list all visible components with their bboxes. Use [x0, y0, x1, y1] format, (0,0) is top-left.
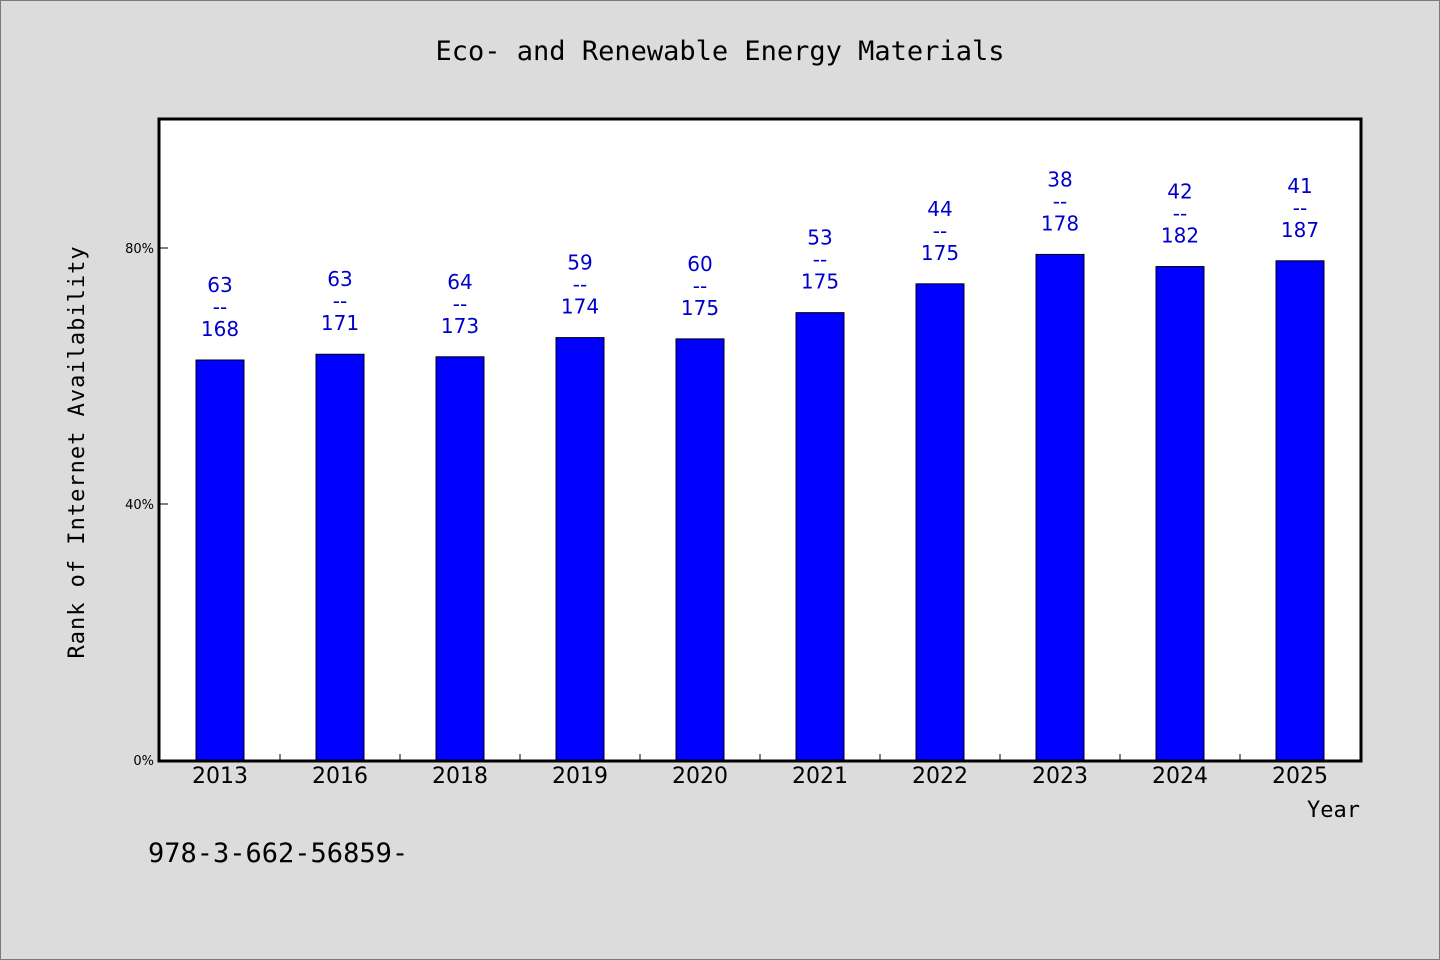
chart-title: Eco- and Renewable Energy Materials [436, 36, 1005, 67]
data-label-top-2023: 38 [1047, 167, 1072, 191]
x-tick-label-2022: 2022 [912, 764, 968, 789]
data-label-top-2016: 63 [327, 267, 352, 291]
data-label-separator-2023: -- [1053, 189, 1067, 213]
data-label-separator-2016: -- [333, 289, 347, 313]
x-tick-label-2016: 2016 [312, 764, 368, 789]
data-label-separator-2018: -- [453, 292, 467, 316]
data-labels-group: 63--16863--17164--17359--17460--17553--1… [201, 167, 1319, 341]
data-label-separator-2019: -- [573, 273, 587, 297]
y-axis-label: Rank of Internet Availability [65, 245, 90, 658]
bar-2018 [435, 356, 485, 761]
data-label-bottom-2016: 171 [321, 311, 359, 335]
data-label-bottom-2025: 187 [1281, 218, 1319, 242]
data-label-separator-2021: -- [813, 248, 827, 272]
data-label-top-2018: 64 [447, 270, 472, 294]
bar-2020 [675, 338, 725, 761]
data-label-top-2013: 63 [207, 273, 232, 297]
bars-group [195, 253, 1325, 761]
data-label-bottom-2023: 178 [1041, 211, 1079, 235]
data-label-separator-2024: -- [1173, 202, 1187, 226]
y-tick-label-80: 80% [125, 242, 154, 257]
data-label-top-2025: 41 [1287, 174, 1312, 198]
bar-2024 [1155, 266, 1205, 761]
bar-2025 [1275, 260, 1325, 761]
x-tick-label-2020: 2020 [672, 764, 728, 789]
data-label-bottom-2013: 168 [201, 317, 239, 341]
bar-2019 [555, 337, 605, 761]
x-tick-label-2013: 2013 [192, 764, 248, 789]
data-label-top-2022: 44 [927, 197, 952, 221]
data-label-top-2019: 59 [567, 251, 592, 275]
x-tick-label-2021: 2021 [792, 764, 848, 789]
bar-2022 [915, 283, 965, 761]
y-axis: 0% 40% 80% [125, 242, 168, 769]
bar-2016 [315, 353, 365, 761]
x-tick-label-2019: 2019 [552, 764, 608, 789]
data-label-top-2024: 42 [1167, 180, 1192, 204]
x-axis-label: Year [1307, 798, 1360, 823]
y-tick-label-0: 0% [133, 754, 154, 769]
data-label-bottom-2022: 175 [921, 241, 959, 265]
data-label-bottom-2019: 174 [561, 295, 599, 319]
data-label-bottom-2018: 173 [441, 314, 479, 338]
data-label-separator-2020: -- [693, 274, 707, 298]
data-label-separator-2013: -- [213, 295, 227, 319]
bar-2023 [1035, 253, 1085, 761]
bar-2021 [795, 312, 845, 761]
data-label-bottom-2020: 175 [681, 296, 719, 320]
data-label-top-2021: 53 [807, 226, 832, 250]
x-tick-label-2024: 2024 [1152, 764, 1208, 789]
x-axis: 2013 2016 2018 2019 2020 2021 2022 2023 2024 2025 [192, 754, 1328, 789]
x-tick-label-2023: 2023 [1032, 764, 1088, 789]
x-tick-label-2025: 2025 [1272, 764, 1328, 789]
data-label-bottom-2021: 175 [801, 270, 839, 294]
data-label-bottom-2024: 182 [1161, 224, 1199, 248]
x-tick-label-2018: 2018 [432, 764, 488, 789]
data-label-separator-2025: -- [1293, 196, 1307, 220]
bar-2013 [195, 359, 245, 761]
data-label-top-2020: 60 [687, 252, 712, 276]
y-tick-label-40: 40% [125, 498, 154, 513]
data-label-separator-2022: -- [933, 219, 947, 243]
isbn-text: 978-3-662-56859- [148, 838, 408, 869]
